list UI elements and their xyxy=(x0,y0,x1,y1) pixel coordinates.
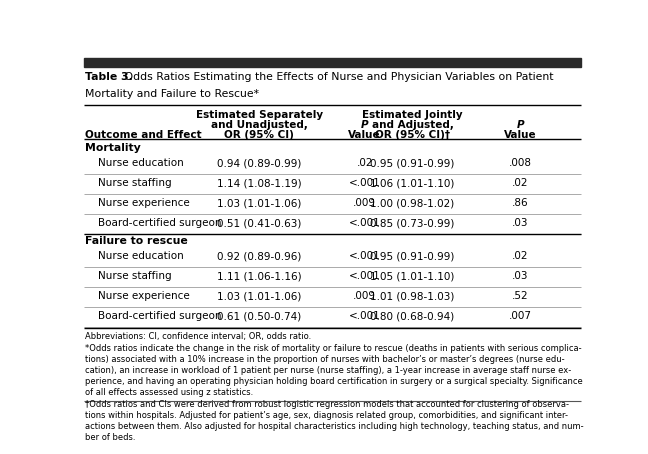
Text: .02: .02 xyxy=(356,158,373,168)
Text: <.001: <.001 xyxy=(349,178,380,188)
Text: Nurse experience: Nurse experience xyxy=(98,198,189,208)
Text: <.001: <.001 xyxy=(349,271,380,281)
Text: of all effects assessed using z statistics.: of all effects assessed using z statisti… xyxy=(85,388,253,397)
Text: Nurse staffing: Nurse staffing xyxy=(98,178,171,188)
Text: .03: .03 xyxy=(512,271,529,281)
Text: Estimated Jointly: Estimated Jointly xyxy=(362,110,463,120)
Text: .007: .007 xyxy=(509,311,532,321)
Text: Estimated Separately: Estimated Separately xyxy=(196,110,323,120)
Text: .86: .86 xyxy=(512,198,529,208)
Text: cation), an increase in workload of 1 patient per nurse (nurse staffing), a 1-ye: cation), an increase in workload of 1 pa… xyxy=(85,366,572,375)
Text: Value: Value xyxy=(504,130,537,140)
Text: Board-certified surgeon: Board-certified surgeon xyxy=(98,311,221,321)
Text: tions) associated with a 10% increase in the proportion of nurses with bachelor’: tions) associated with a 10% increase in… xyxy=(85,355,564,364)
Text: ber of beds.: ber of beds. xyxy=(85,433,135,442)
Text: 1.03 (1.01-1.06): 1.03 (1.01-1.06) xyxy=(217,291,301,301)
Text: <.001: <.001 xyxy=(349,218,380,228)
Text: 0.95 (0.91-0.99): 0.95 (0.91-0.99) xyxy=(370,252,455,262)
Text: 1.03 (1.01-1.06): 1.03 (1.01-1.06) xyxy=(217,198,301,208)
Text: 0.92 (0.89-0.96): 0.92 (0.89-0.96) xyxy=(217,252,301,262)
Text: actions between them. Also adjusted for hospital characteristics including high : actions between them. Also adjusted for … xyxy=(85,422,584,431)
Text: Nurse experience: Nurse experience xyxy=(98,291,189,301)
Text: .02: .02 xyxy=(512,178,529,188)
Text: and Adjusted,: and Adjusted, xyxy=(371,120,454,130)
Text: Board-certified surgeon: Board-certified surgeon xyxy=(98,218,221,228)
Text: 1.11 (1.06-1.16): 1.11 (1.06-1.16) xyxy=(217,271,301,281)
Text: Outcome and Effect: Outcome and Effect xyxy=(85,130,202,140)
Text: perience, and having an operating physician holding board certification in surge: perience, and having an operating physic… xyxy=(85,377,583,386)
Text: P: P xyxy=(361,120,369,130)
Text: .009: .009 xyxy=(353,198,376,208)
Text: 1.01 (0.98-1.03): 1.01 (0.98-1.03) xyxy=(370,291,455,301)
Text: .03: .03 xyxy=(512,218,529,228)
Text: Failure to rescue: Failure to rescue xyxy=(85,236,188,246)
Text: Odds Ratios Estimating the Effects of Nurse and Physician Variables on Patient: Odds Ratios Estimating the Effects of Nu… xyxy=(121,72,553,82)
Text: Nurse education: Nurse education xyxy=(98,158,183,168)
Text: 0.94 (0.89-0.99): 0.94 (0.89-0.99) xyxy=(217,158,301,168)
Text: and Unadjusted,: and Unadjusted, xyxy=(211,120,308,130)
Text: 1.06 (1.01-1.10): 1.06 (1.01-1.10) xyxy=(370,178,455,188)
Text: 0.61 (0.50-0.74): 0.61 (0.50-0.74) xyxy=(217,311,301,321)
Text: Nurse staffing: Nurse staffing xyxy=(98,271,171,281)
Text: Mortality and Failure to Rescue*: Mortality and Failure to Rescue* xyxy=(85,89,259,99)
Text: 0.95 (0.91-0.99): 0.95 (0.91-0.99) xyxy=(370,158,455,168)
Text: <.001: <.001 xyxy=(349,252,380,262)
Text: Abbreviations: CI, confidence interval; OR, odds ratio.: Abbreviations: CI, confidence interval; … xyxy=(85,332,311,341)
Text: .008: .008 xyxy=(509,158,532,168)
Text: 1.00 (0.98-1.02): 1.00 (0.98-1.02) xyxy=(370,198,455,208)
Text: Mortality: Mortality xyxy=(85,143,141,153)
Text: Table 3.: Table 3. xyxy=(85,72,133,82)
Text: .009: .009 xyxy=(353,291,376,301)
Text: 0.51 (0.41-0.63): 0.51 (0.41-0.63) xyxy=(217,218,301,228)
Text: .02: .02 xyxy=(512,252,529,262)
Text: 1.05 (1.01-1.10): 1.05 (1.01-1.10) xyxy=(370,271,455,281)
Text: *Odds ratios indicate the change in the risk of mortality or failure to rescue (: *Odds ratios indicate the change in the … xyxy=(85,344,582,353)
Text: 0.80 (0.68-0.94): 0.80 (0.68-0.94) xyxy=(370,311,455,321)
Text: 1.14 (1.08-1.19): 1.14 (1.08-1.19) xyxy=(217,178,301,188)
Text: †Odds ratios and CIs were derived from robust logistic regression models that ac: †Odds ratios and CIs were derived from r… xyxy=(85,400,569,409)
Text: <.001: <.001 xyxy=(349,311,380,321)
Text: tions within hospitals. Adjusted for patient’s age, sex, diagnosis related group: tions within hospitals. Adjusted for pat… xyxy=(85,411,568,419)
Text: Value: Value xyxy=(349,130,381,140)
Text: 0.85 (0.73-0.99): 0.85 (0.73-0.99) xyxy=(370,218,455,228)
Text: .52: .52 xyxy=(512,291,529,301)
Text: OR (95% CI): OR (95% CI) xyxy=(224,130,294,140)
Bar xyxy=(84,58,581,67)
Text: Nurse education: Nurse education xyxy=(98,252,183,262)
Text: OR (95% CI)†: OR (95% CI)† xyxy=(375,130,450,140)
Text: P: P xyxy=(516,120,524,130)
